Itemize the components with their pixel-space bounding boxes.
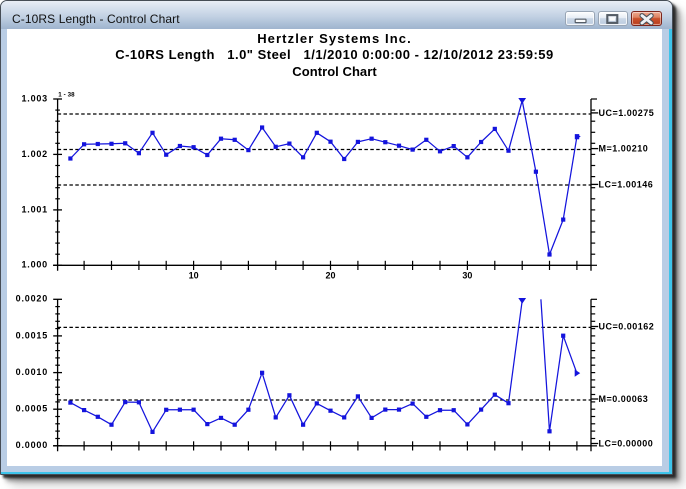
svg-text:0.0015: 0.0015 — [16, 330, 48, 340]
svg-text:0.0020: 0.0020 — [16, 294, 48, 304]
svg-text:UC=1.00275: UC=1.00275 — [599, 108, 655, 118]
svg-text:1.001: 1.001 — [21, 204, 48, 214]
svg-text:0.0010: 0.0010 — [16, 367, 48, 377]
svg-text:1.002: 1.002 — [21, 149, 48, 159]
svg-text:M=0.00063: M=0.00063 — [599, 394, 649, 404]
svg-text:1.000: 1.000 — [21, 260, 48, 270]
svg-text:30: 30 — [462, 271, 472, 281]
svg-text:M=1.00210: M=1.00210 — [599, 144, 649, 154]
svg-text:0.0005: 0.0005 — [16, 404, 48, 414]
svg-text:LC=0.00000: LC=0.00000 — [599, 439, 654, 449]
svg-text:UC=0.00162: UC=0.00162 — [599, 322, 655, 332]
svg-text:20: 20 — [325, 271, 335, 281]
svg-text:1 - 38: 1 - 38 — [58, 91, 75, 98]
svg-text:10: 10 — [189, 271, 199, 281]
svg-text:LC=1.00146: LC=1.00146 — [599, 179, 654, 189]
svg-text:1.003: 1.003 — [21, 93, 48, 103]
svg-text:0.0000: 0.0000 — [16, 440, 48, 450]
